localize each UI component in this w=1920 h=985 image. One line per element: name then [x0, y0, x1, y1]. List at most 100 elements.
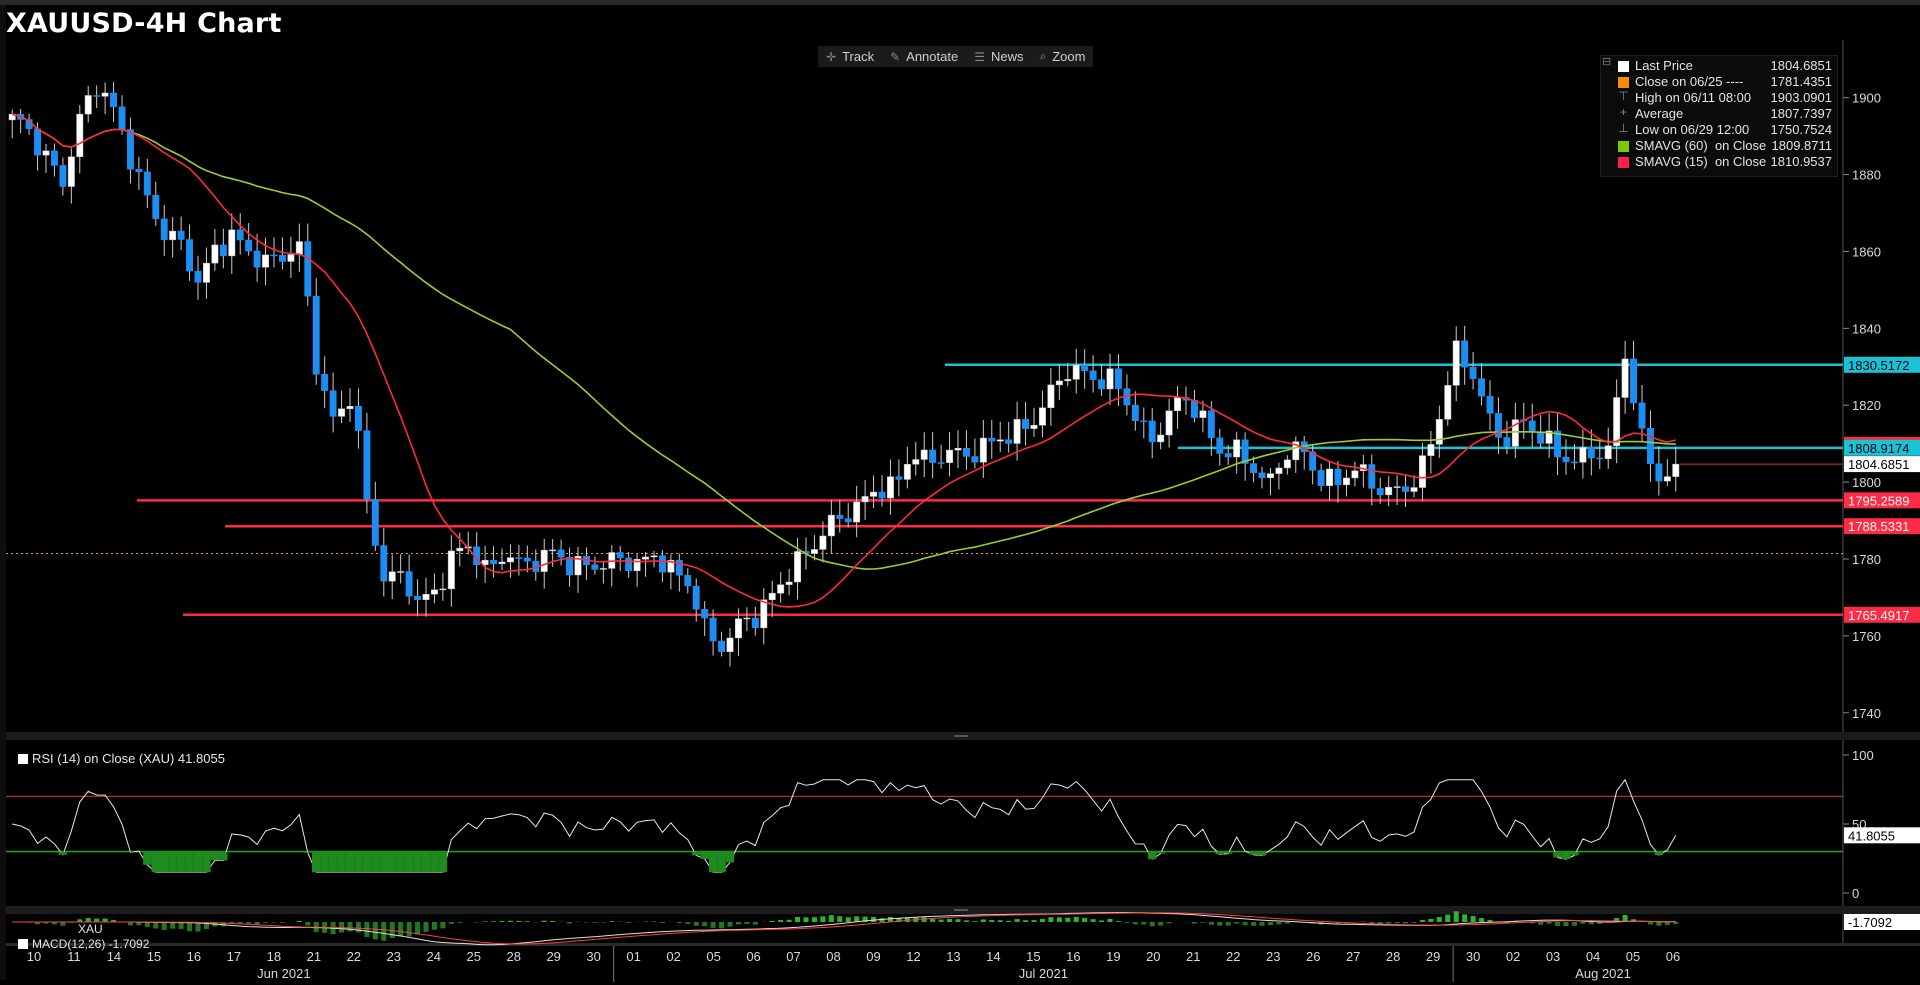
legend-glyph-icon: + — [1619, 105, 1627, 119]
candle-up — [1106, 368, 1114, 390]
date-tick-label: 14 — [986, 949, 1000, 964]
macd-value-bg — [1844, 914, 1920, 930]
date-tick-label: 30 — [586, 949, 600, 964]
candle-up — [498, 561, 506, 565]
candle-down — [59, 165, 67, 187]
candle-up — [1385, 486, 1393, 496]
candle-up — [1452, 340, 1460, 386]
candle-down — [1258, 472, 1266, 478]
last-price-label: 1804.6851 — [1848, 457, 1909, 472]
candle-up — [650, 555, 658, 558]
level-label-bg — [1844, 356, 1920, 373]
macd-signal-line — [12, 912, 1676, 945]
candle-down — [312, 295, 320, 375]
candle-up — [1233, 439, 1241, 458]
date-tick-label: 10 — [27, 949, 41, 964]
macd-series-label: XAU — [78, 922, 103, 936]
candle-down — [1570, 461, 1578, 464]
date-tick-label: 05 — [706, 949, 720, 964]
price-tick-label: 1780 — [1852, 552, 1881, 567]
candles — [8, 81, 1680, 667]
rsi-value-label: 41.8055 — [1848, 828, 1895, 843]
date-axis-divider — [6, 943, 1920, 946]
level-label: 1795.2589 — [1848, 493, 1909, 508]
month-label: Aug 2021 — [1575, 966, 1631, 981]
candle-up — [287, 254, 295, 262]
candle-up — [169, 230, 177, 241]
candle-down — [962, 447, 970, 457]
macd-panel: -1.7092 — [12, 911, 1920, 946]
zoom-button[interactable]: ⌕ Zoom — [1031, 46, 1093, 67]
candle-down — [1081, 364, 1089, 372]
candle-up — [1165, 410, 1173, 436]
date-tick-label: 12 — [906, 949, 920, 964]
candle-up — [886, 476, 894, 499]
macd-legend: MACD(12,26) -1.7092 — [18, 937, 149, 951]
candle-up — [903, 464, 911, 480]
candle-down — [321, 374, 329, 391]
candle-down — [414, 595, 422, 600]
rsi-tick-label: 0 — [1852, 886, 1859, 901]
candle-up — [67, 156, 75, 187]
candle-up — [794, 551, 802, 583]
candle-down — [1554, 430, 1562, 458]
candle-up — [422, 593, 430, 600]
rsi-swatch — [18, 754, 28, 764]
annotate-button[interactable]: ✎ Annotate — [882, 46, 966, 67]
candle-down — [709, 617, 717, 642]
candle-up — [827, 514, 835, 537]
rsi-value-bg — [1844, 827, 1920, 844]
date-tick-label: 22 — [347, 949, 361, 964]
date-tick-label: 01 — [626, 949, 640, 964]
rsi-tick-label: 100 — [1852, 748, 1874, 763]
legend-row: Last Price 1804.6851 — [1601, 58, 1837, 74]
candle-up — [101, 92, 109, 97]
price-tick-label: 1800 — [1852, 475, 1881, 490]
collapse-icon[interactable]: ⊟ — [1602, 56, 1612, 68]
legend-label: SMAVG (15) on Close — [1635, 154, 1767, 169]
price-tick-label: 1820 — [1852, 398, 1881, 413]
candle-up — [506, 557, 514, 563]
candle-down — [658, 555, 666, 573]
candle-down — [701, 609, 709, 619]
track-button[interactable]: ✛ Track — [818, 46, 882, 67]
track-label: Track — [842, 49, 875, 64]
candle-up — [1579, 447, 1587, 463]
candle-down — [988, 437, 996, 442]
candle-up — [76, 113, 84, 157]
candle-down — [93, 95, 101, 97]
candle-down — [1461, 340, 1469, 368]
legend-row: SMAVG (60) on Close 1809.8711 — [1601, 138, 1837, 154]
candle-up — [853, 501, 861, 523]
candle-up — [1283, 459, 1291, 469]
candle-down — [354, 406, 362, 431]
date-tick-label: 06 — [746, 949, 760, 964]
candle-up — [1072, 364, 1080, 380]
date-tick-label: 16 — [187, 949, 201, 964]
date-tick-label: 09 — [866, 949, 880, 964]
candle-up — [430, 589, 438, 595]
candle-down — [1309, 451, 1317, 471]
candle-down — [844, 518, 852, 523]
date-tick-label: 19 — [1106, 949, 1120, 964]
candle-up — [439, 588, 447, 591]
candle-up — [819, 535, 827, 550]
date-tick-label: 18 — [267, 949, 281, 964]
legend-swatch — [1618, 141, 1629, 152]
news-label: News — [990, 49, 1024, 64]
candle-up — [1351, 470, 1359, 479]
candle-down — [929, 449, 937, 463]
date-tick-label: 25 — [466, 949, 480, 964]
news-button[interactable]: ☰ News — [966, 46, 1031, 67]
candle-down — [1537, 431, 1545, 444]
candle-up — [1199, 410, 1207, 418]
candle-down — [219, 244, 227, 257]
candle-down — [1376, 488, 1384, 496]
candle-down — [1089, 370, 1097, 380]
candle-down — [878, 491, 886, 499]
date-tick-label: 04 — [1586, 949, 1600, 964]
candle-down — [1402, 486, 1410, 492]
candle-up — [1672, 463, 1680, 477]
candle-up — [211, 244, 219, 264]
